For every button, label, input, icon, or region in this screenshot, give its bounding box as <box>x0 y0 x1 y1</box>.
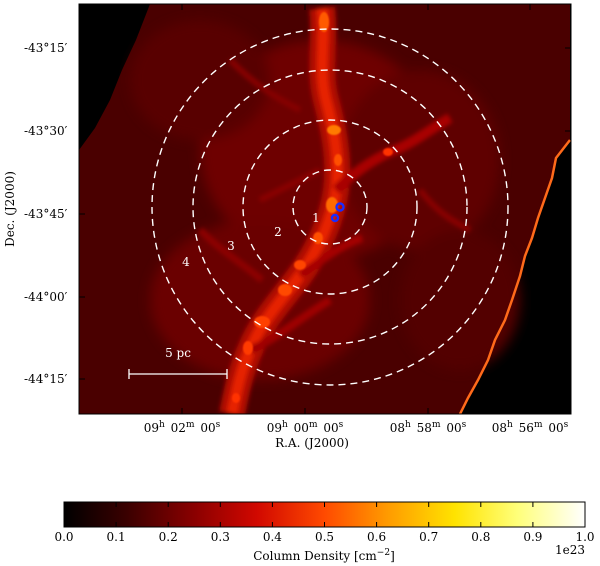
svg-text:08h 56m 00s: 08h 56m 00s <box>492 420 569 435</box>
y-axis-label: Dec. (J2000) <box>3 171 17 247</box>
colorbar-tick-label: 0.0 <box>54 530 73 544</box>
colorbar-tick-label: 0.4 <box>263 530 282 544</box>
svg-text:08h 58m 00s: 08h 58m 00s <box>390 420 467 435</box>
x-axis-label: R.A. (J2000) <box>275 436 349 450</box>
y-tick-label: -43°45′ <box>24 207 68 221</box>
annuli <box>151 28 509 386</box>
y-tick-label: -43°15′ <box>24 41 68 55</box>
svg-text:09h 02m 00s: 09h 02m 00s <box>144 420 221 435</box>
y-axis <box>79 47 571 380</box>
colorbar-tick-label: 1.0 <box>575 530 594 544</box>
y-tick-label: -44°15′ <box>24 372 68 386</box>
annulus-1 <box>292 169 368 245</box>
colorbar-tick-label: 0.8 <box>471 530 490 544</box>
source-marker-2 <box>330 213 340 223</box>
annulus-3 <box>192 69 468 345</box>
bright-clumps <box>232 12 393 403</box>
ring-label-3: 3 <box>227 239 235 253</box>
colorbar-multiplier: 1e23 <box>555 543 585 557</box>
colorbar-tick-label: 0.6 <box>367 530 386 544</box>
annulus-4 <box>151 28 509 386</box>
svg-text:09h 00m 00s: 09h 00m 00s <box>267 420 344 435</box>
x-axis <box>181 4 531 414</box>
colorbar-tick-label: 0.7 <box>419 530 438 544</box>
diffuse-clouds <box>130 20 520 380</box>
x-tick-label-0: 09h 02m 00s <box>144 420 221 435</box>
ring-label-2: 2 <box>274 225 282 239</box>
x-tick-label-1: 09h 00m 00s <box>267 420 344 435</box>
map-frame <box>78 3 572 415</box>
annulus-2 <box>242 119 418 295</box>
colorbar-tick-label: 0.3 <box>211 530 230 544</box>
scale-bar: 5 pc <box>128 346 228 379</box>
colorbar-tick-label: 0.2 <box>159 530 178 544</box>
colorbar-ticks: 0.0 0.1 0.2 0.3 0.4 0.5 0.6 0.7 0.8 0.9 1.0 <box>54 502 595 544</box>
x-tick-label-2: 08h 58m 00s <box>390 420 467 435</box>
x-tick-label-3: 08h 56m 00s <box>492 420 569 435</box>
map-edge-rim <box>458 139 571 414</box>
colorbar-tick-label: 0.5 <box>315 530 334 544</box>
y-tick-label: -44°00′ <box>24 290 68 304</box>
y-tick-label: -43°30′ <box>24 124 68 138</box>
colorbar-tick-label: 0.9 <box>523 530 542 544</box>
ring-label-4: 4 <box>182 255 190 269</box>
scale-bar-label: 5 pc <box>165 346 191 360</box>
source-markers <box>330 202 345 223</box>
ring-label-1: 1 <box>312 211 320 225</box>
colorbar-label: Column Density [cm−2] <box>253 548 395 563</box>
column-density-map: 1 2 3 4 5 pc <box>79 4 571 414</box>
colorbar: 0.0 0.1 0.2 0.3 0.4 0.5 0.6 0.7 0.8 0.9 1.0 Column… <box>54 501 595 563</box>
source-marker-1 <box>335 202 345 212</box>
colorbar-tick-label: 0.1 <box>107 530 126 544</box>
